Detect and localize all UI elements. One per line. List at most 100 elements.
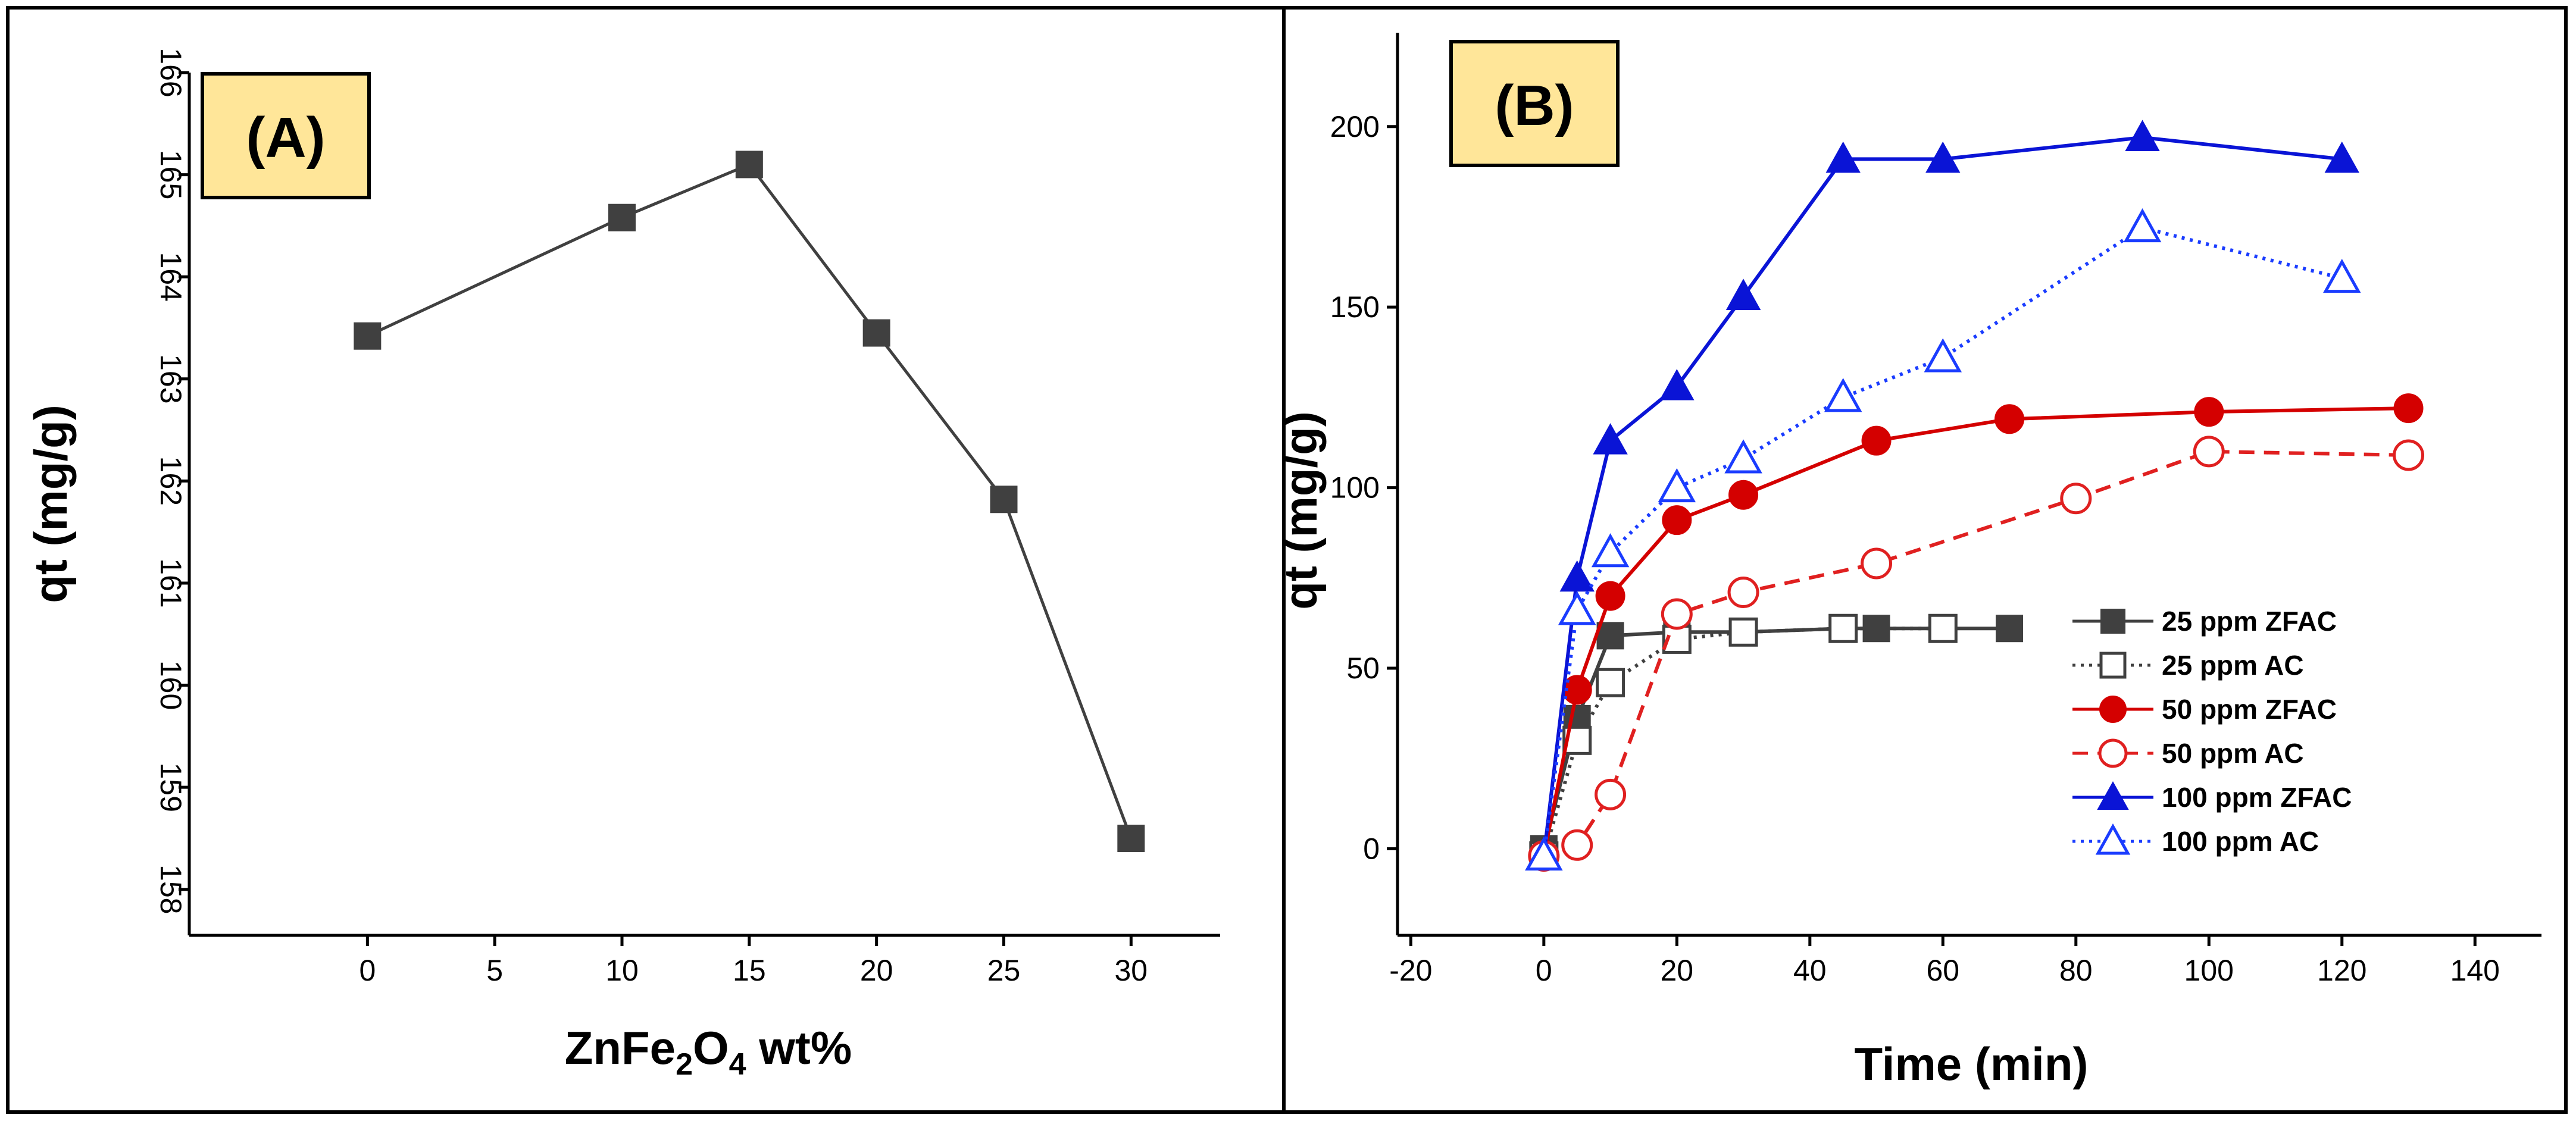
panel-b-series-3-point [2194,397,2224,427]
panel-a-x-axis-title-base: ZnFe [565,1022,676,1074]
panel-b-series-6-point [1591,533,1630,568]
panel-b-series-1-line [1542,627,2010,850]
panel-b-series-6-point [1824,378,1862,412]
figure-frame [6,6,2568,1114]
panel-b-series-6-point [2123,208,2162,243]
panel-a-x-axis-title-mid: O [693,1022,729,1074]
panel-b-series-4-point [2193,436,2225,468]
panel-b-series-1 [1530,615,2024,863]
panel-a-series-1-point [354,322,382,350]
legend-label: 100 ppm ZFAC [2162,782,2352,813]
panel-b-x-tick-label: 80 [2059,954,2093,987]
panel-b-series-4-point [1661,598,1693,630]
panel-b-series-4-point [1595,778,1627,810]
legend-label: 50 ppm AC [2162,738,2304,769]
panel-a-label: (A) [246,106,325,170]
panel-b-series-2-point [1728,617,1758,647]
panel-b-series-5-point [1825,141,1861,173]
panel-a-series-1-point [862,319,890,347]
legend-item: 100 ppm AC [2072,823,2319,857]
panel-b-series-2-point [1828,613,1858,643]
panel-a-x-axis-title: ZnFe2O4 wt% [565,1022,852,1082]
panel-b-series-3-point [1595,581,1625,611]
panel-b-series-1-point [1996,615,2024,643]
panel-b-series-4-point [2060,483,2092,515]
panel-b-series-5-point [1593,423,1628,455]
panel-b-x-tick-label: 60 [1926,954,1959,987]
panel-a-x-axis-title-sub1: 2 [676,1047,693,1082]
legend-item: 50 ppm AC [2072,738,2304,769]
panel-a-y-tick-label: 162 [154,456,187,506]
panel-b-series-3-point [1861,425,1892,456]
panel-b-series-5-point [1925,141,1961,173]
panel-b-series-5-point [2324,141,2359,173]
panel-a-y-tick-label: 158 [154,865,187,914]
panel-b-y-tick-label: 0 [1363,832,1380,865]
panel-a-chart: (A) qt (mg/g) ZnFe2O4 wt% 0 5 10 15 20 25 30 15… [24,48,1220,1082]
panel-b-series-3-point [1662,505,1692,536]
panel-a-x-tick-label: 5 [486,954,503,987]
panel-a-y-tick-label: 161 [154,558,187,608]
panel-a-series-1-point [608,203,636,231]
panel-a-x-tick-label: 25 [987,954,1021,987]
panel-a-series-1-line [367,162,1133,839]
panel-b-series-3-point [1728,480,1759,510]
panel-b-series-6-point [1658,468,1696,503]
panel-a-y-tick-label: 160 [154,660,187,710]
panel-b-y-tick-label: 150 [1330,290,1380,324]
legend-swatch-marker [2099,696,2127,723]
panel-b-series-2-point [1928,613,1958,643]
panel-a-x-tick-label: 10 [605,954,639,987]
panel-a-label-box [201,72,371,199]
panel-b-y-axis-title: qt (mg/g) [1274,411,1327,610]
panel-a-y-tick-label: 165 [154,150,187,199]
panel-a-y-tick-label: 166 [154,48,187,97]
panel-b-series-2 [1529,613,1958,871]
panel-a-x-tick-label: 20 [860,954,893,987]
panel-b-x-tick-label: -20 [1389,954,1432,987]
panel-divider [1282,6,1286,1114]
legend-item: 50 ppm ZFAC [2072,694,2337,725]
panel-b-series-6 [1525,208,2361,871]
panel-a-series-1-point [735,151,763,179]
panel-a-x-axis-title-rest: wt% [746,1022,852,1074]
panel-b-series-5-point [1659,369,1695,400]
legend-item: 25 ppm ZFAC [2072,606,2337,637]
panel-b-y-tick-label: 100 [1330,471,1380,505]
panel-b-legend: 25 ppm ZFAC 25 ppm AC 50 ppm ZFAC 50 ppm AC… [2072,606,2352,857]
panel-b-label-box [1449,40,1620,167]
panel-b-x-tick-label: 40 [1793,954,1827,987]
panel-b-series-4-point [1861,547,1893,580]
panel-b-series-6-point [1558,591,1596,625]
panel-b-label: (B) [1495,74,1574,137]
panel-a-series-1-point [1117,824,1145,852]
legend-label: 100 ppm AC [2162,826,2319,857]
panel-b-y-tick-label: 200 [1330,110,1380,143]
panel-b-series-2-point [1596,668,1625,697]
panel-b-x-tick-label: 120 [2317,954,2366,987]
legend-item: 100 ppm ZFAC [2072,781,2352,813]
panel-a-x-axis-title-sub2: 4 [729,1047,746,1082]
panel-a-y-axis-title: qt (mg/g) [24,405,77,603]
legend-swatch-marker [2098,738,2128,768]
panel-a-series-1-point [990,486,1018,513]
panel-b-series-6-point [1924,338,1962,372]
panel-b-series-5-point [1725,278,1761,310]
panel-b-y-tick-label: 50 [1346,652,1380,685]
panel-b-x-tick-label: 140 [2450,954,2500,987]
legend-item: 25 ppm AC [2072,650,2304,681]
panel-b-series-4-point [1561,829,1593,861]
legend-label: 25 ppm ZFAC [2162,606,2337,637]
legend-swatch-marker [2095,823,2131,855]
panel-a-y-tick-label: 163 [154,354,187,403]
panel-a-series-1 [354,151,1145,852]
panel-a-x-tick-label: 15 [733,954,766,987]
panel-a-y-tick-label: 164 [154,252,187,301]
panel-b-series-6-point [1724,439,1762,474]
panel-b-series-5-point [2125,120,2160,151]
legend-label: 50 ppm ZFAC [2162,694,2337,725]
panel-b-x-tick-label: 100 [2184,954,2234,987]
panel-b-series-6-point [2323,258,2361,293]
